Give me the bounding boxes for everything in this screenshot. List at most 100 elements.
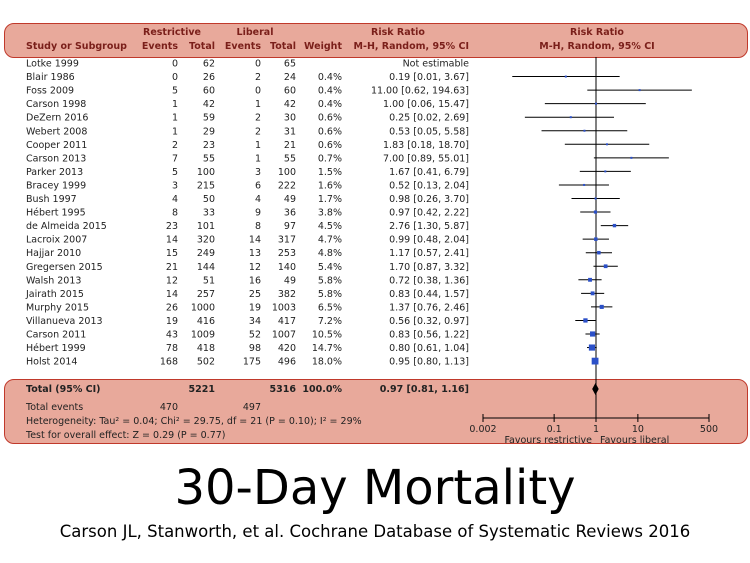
study-weight: 5.4% bbox=[318, 262, 342, 273]
events-restrictive: 12 bbox=[166, 275, 178, 286]
study-risk-ratio: 0.95 [0.80, 1.13] bbox=[389, 357, 469, 368]
total-liberal: 21 bbox=[284, 140, 296, 151]
total-events1: 470 bbox=[160, 402, 178, 413]
study-name: Bush 1997 bbox=[26, 194, 77, 205]
point-estimate bbox=[599, 304, 604, 309]
study-weight: 1.7% bbox=[318, 194, 342, 205]
point-estimate bbox=[630, 156, 633, 159]
study-name: Blair 1986 bbox=[26, 72, 75, 83]
total-rr: 0.97 [0.81, 1.16] bbox=[380, 384, 469, 395]
events-restrictive: 23 bbox=[166, 221, 178, 232]
total-restrictive: 26 bbox=[203, 72, 215, 83]
study-name: Villanueva 2013 bbox=[26, 316, 103, 327]
study-risk-ratio: 1.00 [0.06, 15.47] bbox=[383, 99, 469, 110]
total-liberal: 253 bbox=[278, 248, 296, 259]
forest-marks: 0.002 0.1 1 10 500 Favours restrictive Favours… bbox=[469, 57, 718, 446]
header-study: Study or Subgroup bbox=[26, 41, 127, 52]
study-weight: 0.6% bbox=[318, 140, 342, 151]
point-estimate bbox=[605, 143, 608, 146]
study-weight: 1.5% bbox=[318, 167, 342, 178]
events-restrictive: 78 bbox=[166, 343, 178, 354]
total-restrictive: 100 bbox=[197, 167, 215, 178]
events-restrictive: 2 bbox=[172, 140, 178, 151]
events-liberal: 175 bbox=[243, 357, 261, 368]
events-liberal: 1 bbox=[255, 140, 261, 151]
study-risk-ratio: 1.17 [0.57, 2.41] bbox=[389, 248, 469, 259]
point-estimate bbox=[593, 210, 598, 214]
study-risk-ratio: 1.83 [0.18, 18.70] bbox=[383, 140, 469, 151]
study-name: Carson 2013 bbox=[26, 153, 86, 164]
total-restrictive: 1000 bbox=[191, 302, 215, 313]
total-restrictive: 257 bbox=[197, 289, 215, 300]
point-estimate bbox=[590, 291, 595, 296]
events-restrictive: 14 bbox=[166, 289, 178, 300]
slide-citation: Carson JL, Stanworth, et al. Cochrane Da… bbox=[59, 522, 691, 541]
events-restrictive: 8 bbox=[172, 208, 178, 219]
study-weight: 18.0% bbox=[312, 357, 342, 368]
total-liberal: 100 bbox=[278, 167, 296, 178]
point-estimate bbox=[588, 277, 592, 282]
overall-effect: Test for overall effect: Z = 0.29 (P = 0… bbox=[25, 430, 226, 441]
events-restrictive: 5 bbox=[172, 86, 178, 97]
point-estimate bbox=[597, 250, 601, 255]
total-restrictive: 144 bbox=[197, 262, 215, 273]
total-restrictive: 51 bbox=[203, 275, 215, 286]
total-liberal: 317 bbox=[278, 235, 296, 246]
study-weight: 0.4% bbox=[318, 86, 342, 97]
study-risk-ratio: 1.67 [0.41, 6.79] bbox=[389, 167, 469, 178]
total-t1: 5221 bbox=[189, 384, 215, 395]
total-restrictive: 59 bbox=[203, 113, 215, 124]
total-liberal: 30 bbox=[284, 113, 296, 124]
events-liberal: 0 bbox=[255, 86, 261, 97]
events-liberal: 25 bbox=[249, 289, 261, 300]
point-estimate bbox=[595, 102, 597, 105]
study-weight: 4.7% bbox=[318, 235, 342, 246]
header-events2: Events bbox=[225, 41, 261, 52]
total-liberal: 49 bbox=[284, 194, 296, 205]
x-tick-label: 0.002 bbox=[469, 424, 496, 435]
study-weight: 0.4% bbox=[318, 99, 342, 110]
study-risk-ratio: 11.00 [0.62, 194.63] bbox=[371, 86, 469, 97]
study-weight: 0.6% bbox=[318, 113, 342, 124]
point-estimate bbox=[583, 318, 588, 323]
header-plot-title: Risk Ratio bbox=[570, 27, 624, 38]
study-weight: 0.4% bbox=[318, 72, 342, 83]
total-restrictive: 320 bbox=[197, 235, 215, 246]
study-weight: 5.8% bbox=[318, 289, 342, 300]
study-risk-ratio: 0.83 [0.56, 1.22] bbox=[389, 330, 469, 341]
events-restrictive: 19 bbox=[166, 316, 178, 327]
events-restrictive: 15 bbox=[166, 248, 178, 259]
study-name: Jairath 2015 bbox=[25, 289, 84, 300]
events-liberal: 6 bbox=[255, 180, 261, 191]
study-name: DeZern 2016 bbox=[26, 113, 88, 124]
study-name: Lotke 1999 bbox=[26, 59, 79, 70]
events-liberal: 52 bbox=[249, 330, 261, 341]
header-total1: Total bbox=[189, 41, 215, 52]
events-restrictive: 26 bbox=[166, 302, 178, 313]
total-restrictive: 50 bbox=[203, 194, 215, 205]
total-liberal: 382 bbox=[278, 289, 296, 300]
point-estimate bbox=[564, 75, 567, 78]
x-tick-label: 500 bbox=[700, 424, 718, 435]
events-liberal: 2 bbox=[255, 113, 261, 124]
point-estimate bbox=[604, 170, 607, 173]
total-restrictive: 62 bbox=[203, 59, 215, 70]
header-rr-title: Risk Ratio bbox=[371, 27, 425, 38]
study-weight: 0.6% bbox=[318, 126, 342, 137]
x-tick-label: 0.1 bbox=[547, 424, 562, 435]
total-label: Total (95% CI) bbox=[26, 384, 101, 395]
total-liberal: 49 bbox=[284, 275, 296, 286]
total-restrictive: 215 bbox=[197, 180, 215, 191]
total-liberal: 417 bbox=[278, 316, 296, 327]
study-weight: 4.8% bbox=[318, 248, 342, 259]
total-restrictive: 33 bbox=[203, 208, 215, 219]
study-name: Foss 2009 bbox=[26, 86, 74, 97]
events-liberal: 13 bbox=[249, 248, 261, 259]
study-risk-ratio: 0.97 [0.42, 2.22] bbox=[389, 208, 469, 219]
study-weight: 1.6% bbox=[318, 180, 342, 191]
point-estimate bbox=[588, 344, 596, 351]
events-liberal: 2 bbox=[255, 126, 261, 137]
total-liberal: 420 bbox=[278, 343, 296, 354]
total-restrictive: 101 bbox=[197, 221, 215, 232]
